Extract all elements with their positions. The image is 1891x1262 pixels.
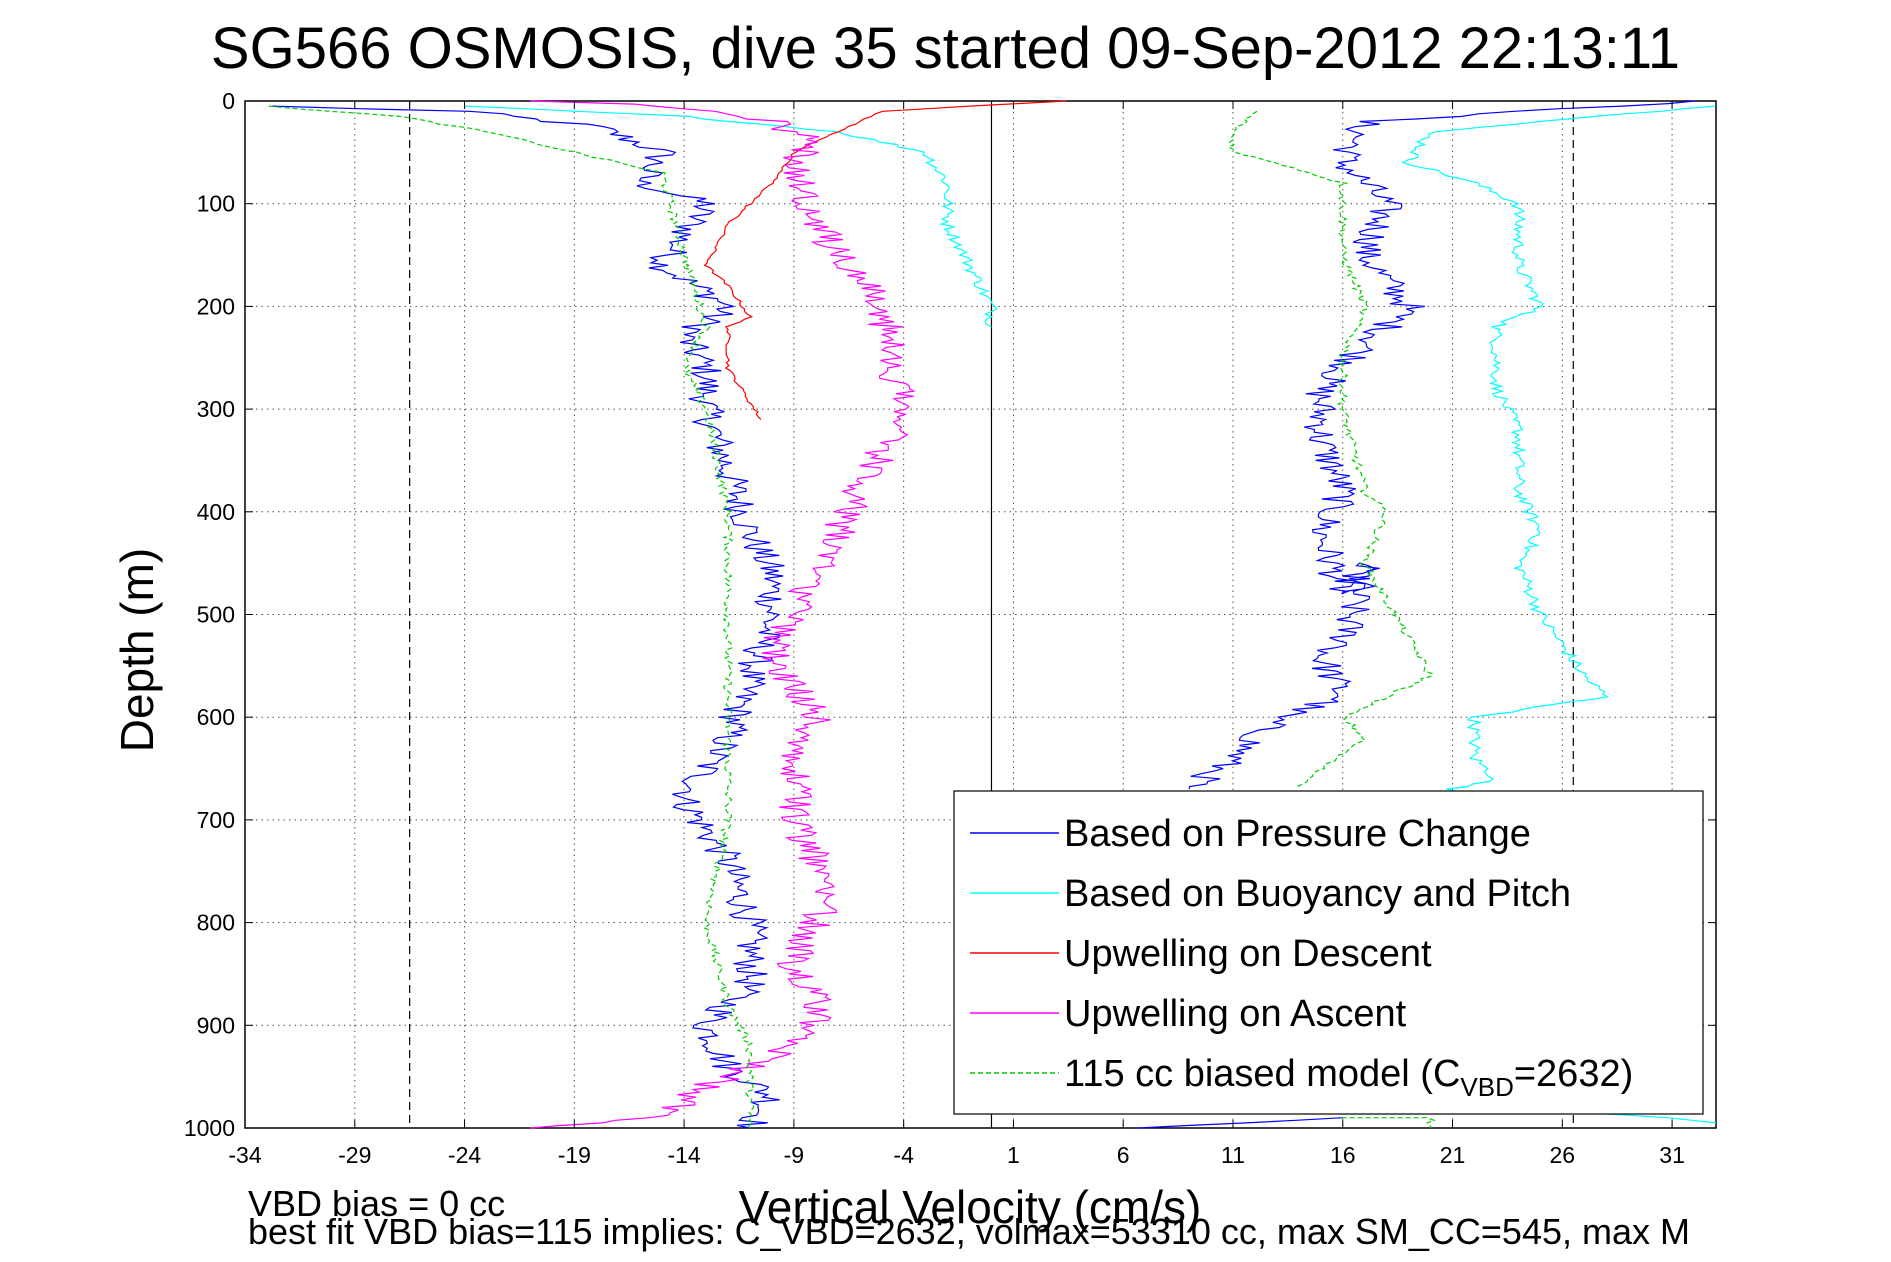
y-tick-label: 700 bbox=[197, 807, 235, 833]
x-tick-label: 26 bbox=[1550, 1142, 1576, 1168]
y-tick-label: 600 bbox=[197, 704, 235, 730]
y-tick-label: 500 bbox=[197, 602, 235, 628]
y-tick-label: 200 bbox=[197, 293, 235, 319]
series-line-based-on-buoyancy-and-pitch bbox=[464, 105, 998, 328]
footer-vbd-bias: VBD bias = 0 cc bbox=[248, 1183, 506, 1224]
series-line-115-cc-biased-model-cvbd-2632 bbox=[268, 105, 755, 1129]
x-tick-label: 16 bbox=[1330, 1142, 1356, 1168]
x-tick-label: 11 bbox=[1221, 1142, 1245, 1168]
legend-label: Upwelling on Descent bbox=[1064, 933, 1432, 975]
chart-title: SG566 OSMOSIS, dive 35 started 09-Sep-20… bbox=[210, 16, 1681, 81]
x-tick-label: 21 bbox=[1440, 1142, 1466, 1168]
grid bbox=[245, 101, 1716, 1128]
legend: Based on Pressure Change Based on Buoyanc… bbox=[953, 790, 1704, 1115]
series-lines bbox=[268, 100, 1717, 1129]
series-line-115-cc-biased-model-cvbd-2632 bbox=[1227, 110, 1433, 790]
y-tick-label: 0 bbox=[222, 88, 235, 114]
legend-label: 115 cc biased model (CVBD=2632) bbox=[1064, 1053, 1633, 1102]
x-tick-label: -4 bbox=[893, 1142, 914, 1168]
legend-suffix: =2632) bbox=[1514, 1053, 1633, 1095]
x-axis-label: Vertical Velocity (cm/s) bbox=[738, 1181, 1202, 1233]
x-tick-label: 6 bbox=[1117, 1142, 1130, 1168]
series-line-based-on-pressure-change bbox=[272, 105, 785, 1129]
y-tick-label: 400 bbox=[197, 499, 235, 525]
y-axis-ticks: 0 100 200 300 400 500 600 700 800 900 1000 bbox=[184, 88, 1716, 1141]
legend-label: Based on Buoyancy and Pitch bbox=[1064, 873, 1571, 915]
x-axis-ticks: -34 -29 -24 -19 -14 -9 -4 1 6 11 16 21 26 31 bbox=[228, 101, 1685, 1168]
x-tick-label: -24 bbox=[448, 1142, 481, 1168]
x-tick-label: -9 bbox=[784, 1142, 804, 1168]
x-tick-label: 1 bbox=[1007, 1142, 1020, 1168]
legend-label: Based on Pressure Change bbox=[1064, 813, 1531, 855]
series-line-based-on-pressure-change bbox=[1188, 100, 1695, 790]
y-tick-label: 300 bbox=[197, 396, 235, 422]
series-line-based-on-buoyancy-and-pitch bbox=[1401, 105, 1716, 800]
y-tick-label: 100 bbox=[197, 191, 235, 217]
y-tick-label: 1000 bbox=[184, 1115, 235, 1141]
series-line-upwelling-on-ascent bbox=[530, 100, 916, 1129]
x-tick-label: -29 bbox=[338, 1142, 371, 1168]
x-tick-label: -19 bbox=[558, 1142, 591, 1168]
y-tick-label: 900 bbox=[197, 1012, 235, 1038]
footer-best-fit: best fit VBD bias=115 implies: C_VBD=263… bbox=[248, 1211, 1691, 1252]
series-line-115-cc-biased-model-cvbd-2632 bbox=[1341, 1117, 1436, 1129]
legend-label: Upwelling on Ascent bbox=[1064, 993, 1407, 1035]
x-tick-label: -34 bbox=[228, 1142, 261, 1168]
y-tick-label: 800 bbox=[197, 910, 235, 936]
x-tick-label: 31 bbox=[1659, 1142, 1685, 1168]
legend-subscript: VBD bbox=[1460, 1072, 1513, 1102]
series-line-upwelling-on-descent bbox=[703, 100, 1067, 420]
x-tick-label: -14 bbox=[667, 1142, 700, 1168]
legend-box bbox=[953, 790, 1704, 1115]
series-line-based-on-pressure-change bbox=[1137, 1117, 1343, 1129]
y-axis-label: Depth (m) bbox=[111, 547, 163, 753]
